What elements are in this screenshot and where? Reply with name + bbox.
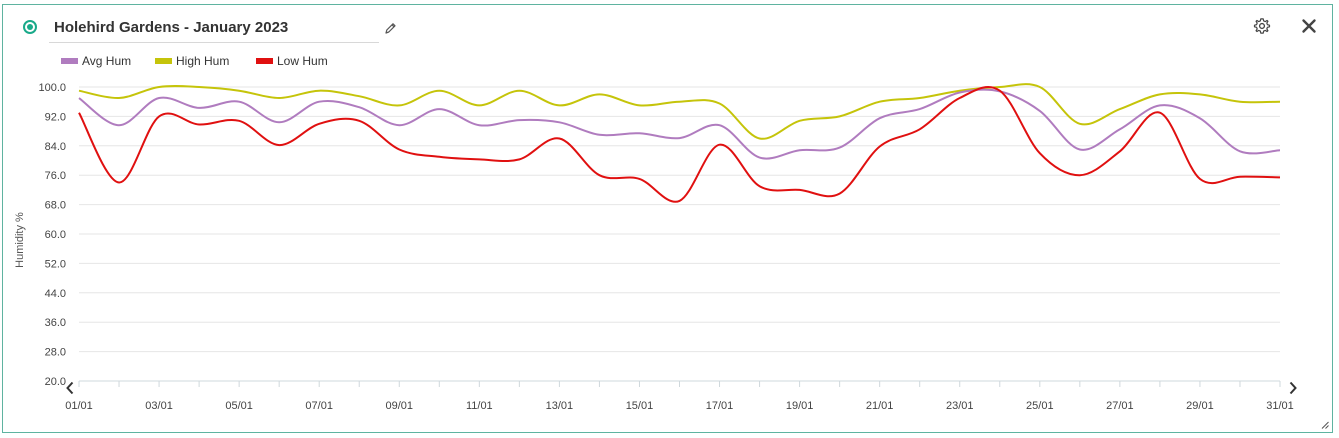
x-tick-label: 15/01 bbox=[626, 400, 654, 412]
y-tick-label: 84.0 bbox=[45, 141, 66, 153]
resize-handle-icon[interactable] bbox=[1321, 421, 1329, 429]
y-tick-label: 76.0 bbox=[45, 170, 66, 182]
x-tick-label: 09/01 bbox=[386, 400, 414, 412]
gear-icon[interactable] bbox=[1253, 17, 1271, 35]
chart-widget: Holehird Gardens - January 2023 Avg Hum … bbox=[2, 4, 1333, 433]
close-icon[interactable] bbox=[1301, 18, 1317, 34]
y-tick-label: 60.0 bbox=[45, 229, 66, 241]
legend-swatch-avg-hum bbox=[61, 57, 78, 64]
x-tick-label: 21/01 bbox=[866, 400, 894, 412]
y-tick-label: 20.0 bbox=[45, 376, 66, 388]
series-line-low-hum bbox=[78, 86, 1281, 203]
y-tick-label: 68.0 bbox=[45, 200, 66, 212]
legend-label-avg-hum: Avg Hum bbox=[82, 54, 132, 68]
chevron-left-icon[interactable] bbox=[65, 381, 75, 395]
y-tick-label: 52.0 bbox=[45, 258, 66, 270]
x-tick-label: 05/01 bbox=[225, 400, 253, 412]
status-dot-icon[interactable] bbox=[23, 20, 37, 34]
humidity-chart: 20.0 28.0 36.0 44.0 52.0 60.0 68.0 76.0 84.0 92.0… bbox=[14, 82, 1294, 412]
x-tick-label: 01/01 bbox=[65, 400, 93, 412]
x-tick-label: 23/01 bbox=[946, 400, 974, 412]
widget-header: Holehird Gardens - January 2023 bbox=[3, 5, 1332, 49]
legend-swatch-low-hum bbox=[256, 57, 273, 64]
series-line-high-hum bbox=[78, 83, 1281, 140]
legend-label-low-hum: Low Hum bbox=[277, 54, 328, 68]
legend-swatch-high-hum bbox=[155, 57, 172, 64]
y-tick-label: 36.0 bbox=[45, 317, 66, 329]
pencil-icon[interactable] bbox=[383, 22, 397, 36]
x-tick-label: 03/01 bbox=[145, 400, 173, 412]
x-tick-label: 07/01 bbox=[305, 400, 333, 412]
y-tick-label: 92.0 bbox=[45, 111, 66, 123]
y-axis-title: Humidity % bbox=[14, 212, 26, 268]
y-tick-label: 44.0 bbox=[45, 288, 66, 300]
x-tick-label: 19/01 bbox=[786, 400, 814, 412]
series-line-avg-hum bbox=[78, 88, 1281, 160]
legend-item-high-hum[interactable]: High Hum bbox=[155, 54, 229, 68]
legend-item-avg-hum[interactable]: Avg Hum bbox=[61, 54, 131, 68]
legend-label-high-hum: High Hum bbox=[176, 54, 230, 68]
title-underline bbox=[49, 42, 379, 43]
x-tick-label: 27/01 bbox=[1106, 400, 1134, 412]
x-tick-label: 29/01 bbox=[1186, 400, 1214, 412]
x-tick-label: 13/01 bbox=[546, 400, 574, 412]
legend-item-low-hum[interactable]: Low Hum bbox=[256, 54, 328, 68]
y-tick-label: 100.0 bbox=[38, 82, 66, 94]
x-tick-label: 25/01 bbox=[1026, 400, 1054, 412]
x-tick-label: 11/01 bbox=[466, 400, 493, 412]
y-tick-label: 28.0 bbox=[45, 347, 66, 359]
x-tick-label: 17/01 bbox=[706, 400, 734, 412]
x-tick-label: 31/01 bbox=[1266, 400, 1294, 412]
widget-title[interactable]: Holehird Gardens - January 2023 bbox=[54, 19, 289, 36]
chevron-right-icon[interactable] bbox=[1288, 381, 1298, 395]
